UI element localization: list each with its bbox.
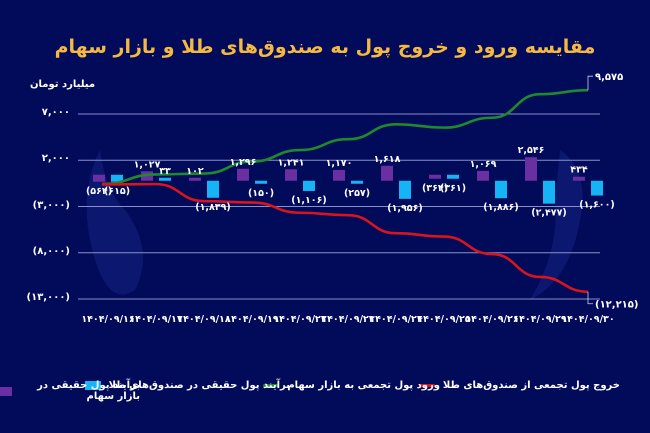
- gold-net-bar: [591, 180, 603, 196]
- y-tick-label: ۲,۰۰۰: [41, 153, 70, 165]
- end-label-leader: [587, 75, 593, 91]
- legend-swatch-green-line: [263, 384, 280, 387]
- bars-layer: [93, 157, 603, 204]
- legend: خروج پول تجمعی از صندوق‌های طلا ورود پول…: [0, 380, 650, 410]
- bar-value-label: (۲۵۷): [344, 188, 370, 199]
- bar-value-label: (۲,۴۷۷): [531, 208, 567, 219]
- bar-value-label: ۱۰۲: [186, 166, 204, 177]
- gridlines: [78, 113, 600, 300]
- bar-value-label: (۱,۱۰۶): [291, 195, 327, 206]
- gold-net-bar: [111, 174, 123, 182]
- gold-net-bar: [543, 180, 555, 204]
- stock-net-bar: [429, 174, 441, 179]
- gold-net-bar: [207, 180, 219, 198]
- stock-net-bar: [573, 176, 585, 181]
- stock-net-bar: [525, 157, 537, 181]
- bar-value-label: (۱۵۰): [248, 188, 274, 199]
- legend-item-gold-cumulative: خروج پول تجمعی از صندوق‌های طلا: [418, 380, 620, 391]
- bar-value-label: ۱,۲۴۱: [278, 157, 305, 168]
- gold-net-bar: [399, 180, 411, 199]
- stock-net-bar: [189, 177, 201, 181]
- bar-value-label: (۶۱۵): [104, 186, 130, 197]
- gold-net-bar: [495, 180, 507, 199]
- x-tick-label: ۱۴۰۴/۰۹/۱۹: [225, 314, 279, 325]
- bar-value-label: (۱,۸۳۹): [195, 202, 231, 213]
- legend-item-stock-cumulative: ورود پول تجمعی به بازار سهام: [263, 380, 440, 391]
- x-tick-label: ۱۴۰۴/۰۹/۲۹: [513, 314, 567, 325]
- bar-value-label: ۳۳: [159, 166, 171, 177]
- gold-net-bar: [447, 174, 459, 179]
- stock-net-bar: [285, 169, 297, 181]
- bar-value-label: ۱,۶۱۸: [374, 154, 401, 165]
- y-axis-unit-label: میلیارد تومان: [30, 79, 96, 90]
- chart-title: مقایسه ورود و خروج پول به صندوق‌های طلا …: [54, 36, 596, 58]
- bar-value-label: (۵۶۴): [86, 186, 112, 197]
- bar-value-label: ۲,۵۴۶: [518, 145, 545, 156]
- x-tick-label: ۱۴۰۴/۰۹/۱۶: [81, 314, 134, 325]
- gold-cumulative-line: [101, 182, 589, 294]
- y-tick-label: (۳,۰۰۰): [32, 199, 70, 211]
- stock-net-bar: [333, 169, 345, 181]
- y-tick-label: ۷,۰۰۰: [41, 107, 70, 118]
- bar-value-label: (۱,۸۸۶): [483, 202, 519, 213]
- stock-net-bar: [93, 174, 105, 182]
- gold-net-bar: [351, 180, 363, 184]
- watermark: [86, 150, 583, 300]
- line-end-label: ۹,۵۷۵: [595, 72, 623, 83]
- y-tick-label: (۸,۰۰۰): [32, 245, 70, 257]
- bar-value-label: ۱,۰۶۹: [470, 159, 497, 170]
- bar-value-label: ۱,۲۹۶: [230, 157, 257, 168]
- line-end-label: (۱۲,۲۱۵): [595, 300, 638, 311]
- bar-value-label: ۱,۰۲۷: [134, 159, 161, 170]
- end-label-leader: [587, 291, 593, 305]
- x-tick-label: ۱۴۰۴/۰۹/۲۳: [321, 314, 375, 325]
- x-tick-label: ۱۴۰۴/۰۹/۲۲: [273, 314, 327, 325]
- y-tick-label: (۱۳,۰۰۰): [26, 292, 70, 303]
- legend-swatch-purple-bar: [0, 386, 13, 396]
- stock-net-bar: [477, 170, 489, 181]
- gold-net-bar: [159, 177, 171, 181]
- legend-item-gold-net: برآیند پول حقیقی در صندوق‌های طلا: [84, 380, 290, 391]
- x-tick-label: ۱۴۰۴/۰۹/۲۶: [465, 314, 518, 325]
- legend-swatch-red-line: [418, 384, 435, 387]
- legend-label: خروج پول تجمعی از صندوق‌های طلا: [442, 380, 620, 391]
- x-tick-label: ۱۴۰۴/۰۹/۱۷: [129, 314, 183, 325]
- x-tick-label: ۱۴۰۴/۰۹/۲۴: [369, 314, 423, 325]
- legend-label: برآیند پول حقیقی در بازار سهام: [37, 380, 140, 402]
- legend-swatch-blue-bar: [84, 381, 101, 390]
- x-axis-labels: ۱۴۰۴/۰۹/۱۶۱۴۰۴/۰۹/۱۷۱۴۰۴/۰۹/۱۸۱۴۰۴/۰۹/۱۹…: [81, 314, 614, 325]
- gold-net-bar: [303, 180, 315, 191]
- x-tick-label: ۱۴۰۴/۰۹/۳۰: [561, 314, 614, 325]
- legend-label: برآیند پول حقیقی در صندوق‌های طلا: [108, 380, 290, 391]
- stock-net-bar: [237, 168, 249, 181]
- legend-label: ورود پول تجمعی به بازار سهام: [287, 380, 440, 391]
- legend-item-stock-net: برآیند پول حقیقی در بازار سهام: [0, 380, 140, 402]
- x-tick-label: ۱۴۰۴/۰۹/۲۵: [417, 314, 471, 325]
- bar-value-label: ۴۳۴: [570, 165, 588, 176]
- stock-cumulative-line: [101, 88, 589, 186]
- bar-value-label: (۳۶۴): [422, 183, 448, 194]
- x-tick-label: ۱۴۰۴/۰۹/۱۸: [177, 314, 231, 325]
- bar-value-label: ۱,۱۷۰: [326, 158, 353, 169]
- lines-layer: [101, 88, 589, 294]
- bar-value-label: (۱,۹۵۶): [387, 203, 423, 214]
- bar-value-label: (۱,۶۰۰): [579, 200, 615, 211]
- gold-net-bar: [255, 180, 267, 184]
- stock-net-bar: [381, 165, 393, 181]
- bar-value-label: (۳۶۱): [440, 183, 466, 194]
